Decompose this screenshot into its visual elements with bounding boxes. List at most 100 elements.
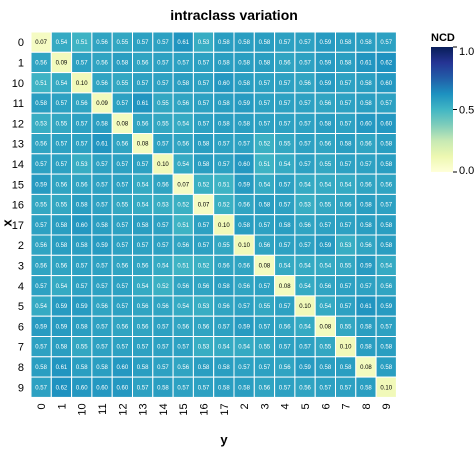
cell-value-label: 0.56 [177,101,189,107]
cell-value-label: 0.58 [380,345,392,351]
cell-value-label: 0.57 [320,223,332,229]
cell-value-label: 0.08 [137,142,149,148]
cell-value-label: 0.57 [198,101,210,107]
cell-value-label: 0.54 [279,263,291,269]
row-tick-label: 14 [12,159,24,171]
cell-value-label: 0.57 [279,203,291,209]
cell-value-label: 0.59 [238,324,250,330]
cell-value-label: 0.57 [137,81,149,87]
cell-value-label: 0.58 [137,365,149,371]
cell-value-label: 0.57 [299,60,311,66]
cell-value-label: 0.57 [157,142,169,148]
cell-value-label: 0.57 [279,121,291,127]
cell-value-label: 0.56 [56,263,68,269]
cell-value-label: 0.59 [35,182,47,188]
row-tick-label: 10 [12,78,24,90]
cell-value-label: 0.57 [299,345,311,351]
cell-value-label: 0.57 [279,182,291,188]
cell-value-label: 0.54 [238,345,250,351]
cell-value-label: 0.56 [177,365,189,371]
cell-value-label: 0.62 [380,60,392,66]
cell-value-label: 0.57 [96,203,108,209]
cell-value-label: 0.58 [380,243,392,249]
cell-value-label: 0.60 [117,365,129,371]
cell-value-label: 0.53 [299,203,311,209]
cell-value-label: 0.56 [320,101,332,107]
cell-value-label: 0.56 [96,40,108,46]
row-tick-label: 0 [18,37,24,49]
cell-value-label: 0.57 [320,385,332,391]
cell-value-label: 0.10 [157,162,169,168]
cell-value-label: 0.60 [117,385,129,391]
cell-value-label: 0.59 [320,40,332,46]
cell-value-label: 0.57 [117,223,129,229]
cell-value-label: 0.56 [35,243,47,249]
cell-value-label: 0.61 [177,40,189,46]
cell-value-label: 0.08 [360,365,372,371]
cell-value-label: 0.58 [56,345,68,351]
cell-value-label: 0.56 [157,304,169,310]
cell-value-label: 0.57 [279,81,291,87]
cell-value-label: 0.58 [238,223,250,229]
cell-value-label: 0.60 [76,223,88,229]
cell-value-label: 0.58 [380,223,392,229]
cell-value-label: 0.55 [340,324,352,330]
cell-value-label: 0.57 [360,284,372,290]
cell-value-label: 0.54 [259,182,271,188]
cell-value-label: 0.56 [177,284,189,290]
cell-value-label: 0.57 [198,243,210,249]
cell-value-label: 0.57 [96,284,108,290]
col-tick-label: 16 [199,403,211,415]
cell-value-label: 0.56 [238,263,250,269]
colorbar-tick-label: 1.0 [459,46,474,58]
cell-value-label: 0.10 [380,385,392,391]
cell-value-label: 0.58 [157,385,169,391]
cell-value-label: 0.58 [218,385,230,391]
cell-value-label: 0.57 [279,304,291,310]
cell-value-label: 0.60 [76,385,88,391]
cell-value-label: 0.57 [117,284,129,290]
cell-value-label: 0.58 [340,142,352,148]
cell-value-label: 0.57 [238,142,250,148]
cell-value-label: 0.56 [137,121,149,127]
cell-value-label: 0.57 [299,121,311,127]
cell-value-label: 0.08 [117,121,129,127]
cell-value-label: 0.08 [320,324,332,330]
cell-value-label: 0.57 [76,60,88,66]
cell-value-label: 0.57 [35,385,47,391]
cell-value-label: 0.54 [177,162,189,168]
cell-value-label: 0.54 [137,182,149,188]
cell-value-label: 0.58 [238,121,250,127]
cell-value-label: 0.59 [238,101,250,107]
cell-value-label: 0.57 [259,284,271,290]
cell-value-label: 0.57 [218,324,230,330]
cell-value-label: 0.57 [157,365,169,371]
cell-value-label: 0.57 [157,81,169,87]
cell-value-label: 0.10 [299,304,311,310]
cell-value-label: 0.58 [238,40,250,46]
cell-value-label: 0.58 [360,81,372,87]
cell-value-label: 0.52 [198,263,210,269]
cell-value-label: 0.57 [340,162,352,168]
cell-value-label: 0.55 [259,304,271,310]
cell-value-label: 0.57 [218,142,230,148]
cell-value-label: 0.52 [157,284,169,290]
cell-value-label: 0.56 [299,223,311,229]
cell-value-label: 0.56 [238,203,250,209]
cell-value-label: 0.54 [320,182,332,188]
cell-value-label: 0.54 [177,304,189,310]
cell-value-label: 0.57 [157,345,169,351]
cell-value-label: 0.54 [157,263,169,269]
cell-value-label: 0.55 [340,263,352,269]
cell-value-label: 0.58 [96,223,108,229]
cell-value-label: 0.56 [96,81,108,87]
cell-value-label: 0.55 [320,162,332,168]
cell-value-label: 0.56 [177,142,189,148]
cell-value-label: 0.57 [360,162,372,168]
cell-value-label: 0.10 [340,345,352,351]
cell-value-label: 0.59 [238,182,250,188]
cell-value-label: 0.57 [56,162,68,168]
cell-value-label: 0.55 [259,345,271,351]
cell-value-label: 0.57 [259,324,271,330]
cell-value-label: 0.53 [157,203,169,209]
